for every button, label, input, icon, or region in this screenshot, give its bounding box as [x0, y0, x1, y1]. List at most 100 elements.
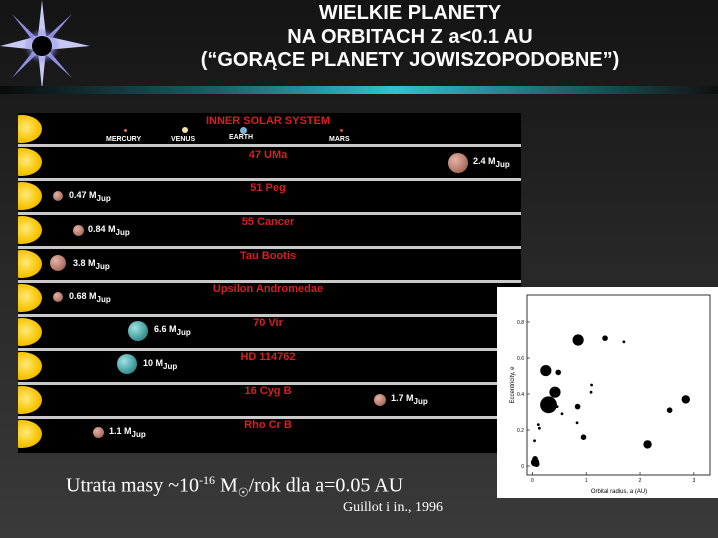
y-tick-label: 0 — [521, 464, 524, 470]
planet-icon — [374, 394, 386, 406]
plot-frame — [526, 294, 711, 476]
planet-mass: 0.84 MJup — [88, 224, 130, 237]
system-row-47-uma: 47 UMa 2.4 MJup — [18, 147, 521, 178]
x-tick-label: 2 — [639, 478, 642, 484]
row-separator — [18, 212, 521, 215]
row-separator — [18, 280, 521, 283]
mercury-dot — [124, 129, 127, 132]
data-point — [681, 395, 690, 404]
inner-solar-system-label: INNER SOLAR SYSTEM — [205, 115, 331, 127]
sun-symbol: ☉ — [237, 485, 249, 500]
row-separator — [18, 246, 521, 249]
venus-dot — [182, 127, 188, 133]
planet-mass: 2.4 MJup — [473, 156, 510, 169]
title-line-3: (“GORĄCE PLANETY JOWISZOPODOBNE”) — [200, 49, 620, 71]
data-point — [645, 441, 649, 444]
system-name: 55 Cancer — [241, 216, 295, 228]
y-axis-label: Eccentricity, e — [510, 366, 516, 404]
planet-icon — [93, 427, 104, 438]
system-row-70-vir: 70 Vir 6.6 MJup — [18, 317, 521, 348]
title-line-2: NA ORBITACH Z a<0.1 AU — [287, 25, 533, 48]
system-row-hd-114762: HD 114762 10 MJup — [18, 351, 521, 382]
data-point — [555, 405, 559, 408]
citation: Guillot i in., 1996 — [343, 500, 443, 515]
y-tick-label: 0.4 — [517, 392, 524, 398]
mars-label: MARS — [329, 136, 350, 143]
y-tick-label: 0.8 — [517, 320, 524, 326]
data-point — [540, 365, 552, 377]
system-name: Rho Cr B — [244, 419, 292, 431]
system-row-51-peg: 51 Peg 0.47 MJup — [18, 181, 521, 212]
data-point — [533, 461, 540, 467]
mass-loss-exponent: -16 — [199, 473, 216, 487]
planet-icon — [448, 153, 468, 173]
mars-dot — [340, 129, 343, 132]
row-separator — [18, 314, 521, 317]
eccentricity-scatter-chart: 0 1 2 3 0 0.2 0.4 0.6 0.8 Orbital radius, a (AU)… — [497, 287, 718, 498]
system-name: HD 114762 — [240, 351, 296, 363]
data-point — [533, 439, 536, 443]
venus-label: VENUS — [171, 136, 196, 143]
planet-icon — [53, 292, 63, 302]
system-row-55-cancer: 55 Cancer 0.84 MJup — [18, 215, 521, 246]
data-point — [537, 426, 541, 430]
slide-title: WIELKIE PLANETY NA ORBITACH Z a<0.1 AU (… — [150, 2, 670, 73]
inner-solar-system-row: INNER SOLAR SYSTEM MERCURY VENUS EARTH M… — [18, 113, 521, 144]
earth-label: EARTH — [229, 134, 254, 141]
data-point — [589, 390, 593, 394]
mass-loss-tail: /rok dla a=0.05 AU — [248, 474, 404, 497]
system-row-rho-cr-b: Rho Cr B 1.1 MJup — [18, 419, 521, 453]
row-separator — [18, 382, 521, 385]
system-row-upsilon-andromedae: Upsilon Andromedae 0.68 MJup — [18, 283, 521, 314]
mercury-label: MERCURY — [106, 136, 142, 143]
system-name: 51 Peg — [250, 182, 286, 194]
sun-icon — [18, 386, 42, 414]
planet-icon — [53, 191, 63, 201]
planet-mass: 1.1 MJup — [109, 426, 146, 439]
planet-orbit-diagram: INNER SOLAR SYSTEM MERCURY VENUS EARTH M… — [18, 113, 521, 453]
sun-icon — [18, 284, 42, 312]
data-point — [622, 340, 626, 344]
system-name: 70 Vir — [253, 317, 283, 329]
system-name: Upsilon Andromedae — [212, 283, 324, 295]
sun-icon — [18, 216, 42, 244]
row-separator — [18, 416, 521, 419]
data-point — [574, 403, 581, 410]
data-point — [540, 396, 557, 414]
data-points — [530, 334, 690, 467]
x-tick-label: 3 — [692, 478, 695, 484]
planet-icon — [50, 255, 66, 271]
data-point — [666, 407, 673, 413]
system-name: 47 UMa — [248, 149, 288, 161]
data-point — [549, 386, 561, 398]
sun-icon — [18, 182, 42, 210]
planet-mass: 0.68 MJup — [69, 291, 111, 304]
row-separator — [18, 178, 521, 181]
mass-loss-prefix: Utrata masy ~10 — [66, 474, 200, 497]
earth-dot — [240, 127, 247, 134]
data-point — [580, 434, 587, 440]
sun-icon — [18, 250, 42, 278]
sun-icon — [18, 148, 42, 176]
data-point — [555, 369, 562, 376]
planet-icon — [73, 225, 84, 236]
data-point — [532, 456, 538, 462]
sun-icon — [18, 318, 42, 346]
row-separator — [18, 348, 521, 351]
system-row-tau-bootis: Tau Bootis 3.8 MJup — [18, 249, 521, 280]
sun-icon — [18, 115, 42, 143]
data-point — [572, 334, 584, 346]
system-name: Tau Bootis — [239, 250, 296, 262]
title-divider — [0, 86, 718, 94]
x-tick-label: 0 — [531, 478, 534, 484]
x-axis-label: Orbital radius, a (AU) — [591, 489, 647, 495]
data-point — [536, 423, 540, 426]
starburst-icon — [0, 0, 90, 90]
planet-mass: 10 MJup — [143, 358, 178, 371]
row-separator — [18, 144, 521, 147]
y-tick-label: 0.6 — [517, 356, 524, 362]
planet-mass: 6.6 MJup — [154, 324, 191, 337]
planet-mass: 0.47 MJup — [69, 190, 111, 203]
planet-icon — [128, 321, 148, 341]
sun-icon — [18, 352, 42, 380]
